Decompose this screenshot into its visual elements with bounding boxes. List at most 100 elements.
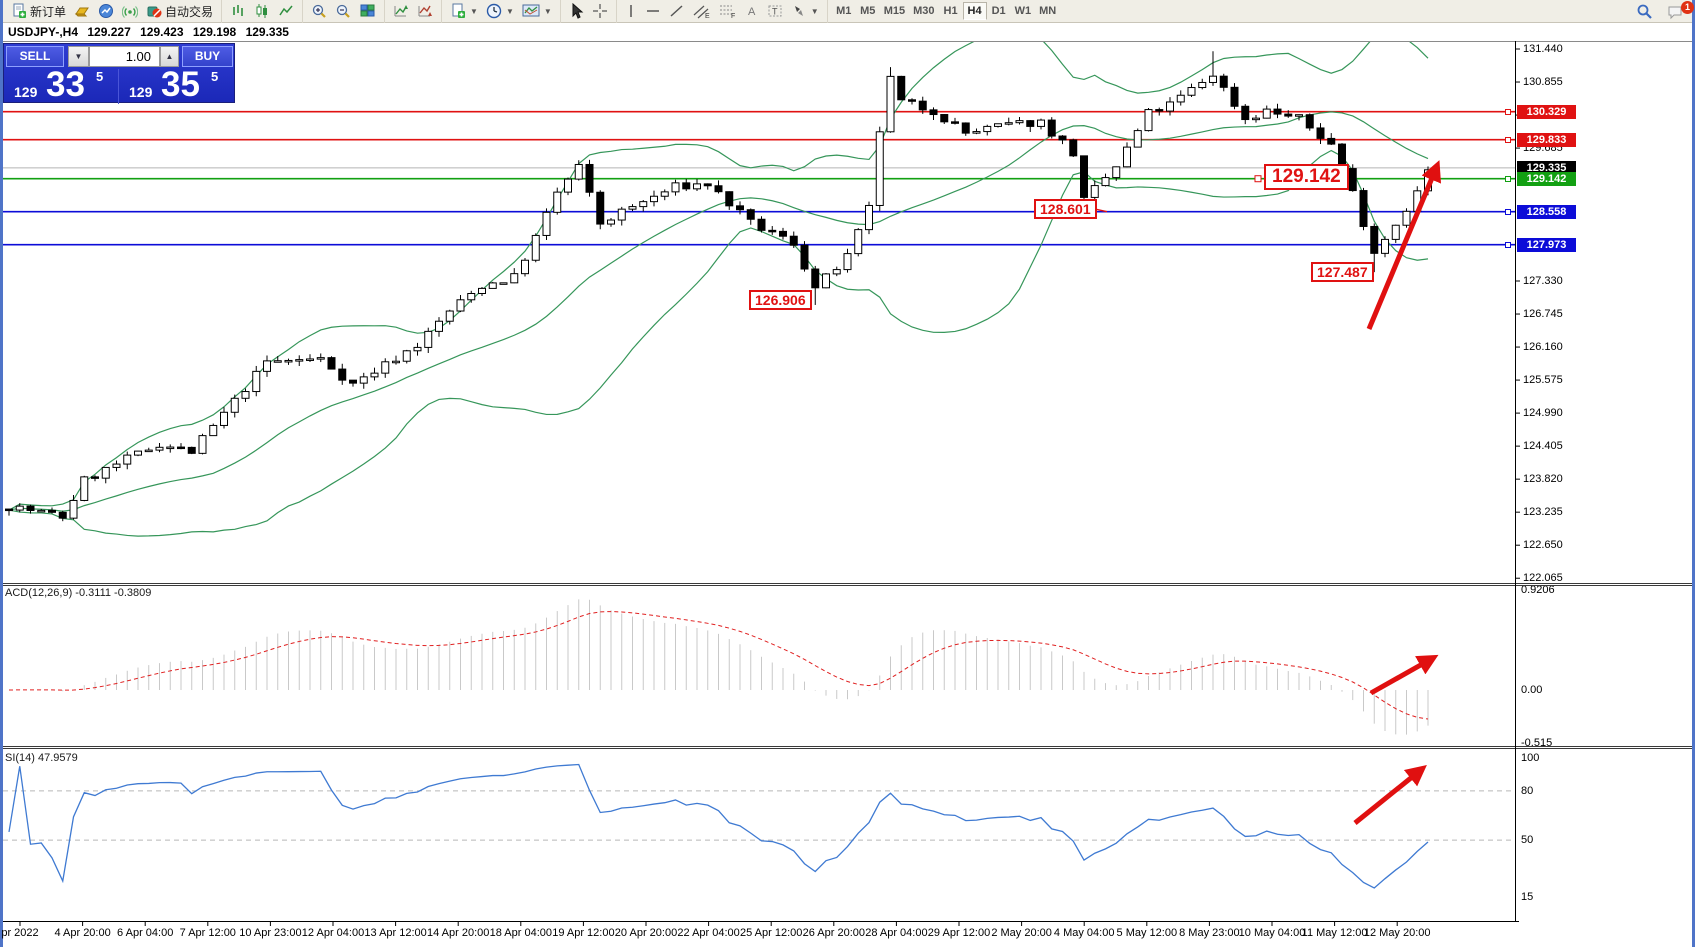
time-axis-label[interactable]: 19 Apr 12:00 (552, 927, 615, 939)
search-button[interactable] (1632, 2, 1657, 22)
line-handle[interactable] (1505, 108, 1511, 115)
arrows-tool-button[interactable]: ▼ (787, 1, 823, 21)
price-scale-label-129.833: 129.833 (1517, 132, 1576, 147)
chevron-down-icon[interactable]: ▼ (543, 6, 552, 16)
clock-icon (486, 3, 502, 19)
time-axis-label[interactable]: 11 May 12:00 (1301, 927, 1368, 939)
zoom-group (302, 0, 384, 23)
time-axis-label[interactable]: 29 Apr 12:00 (927, 927, 991, 939)
time-axis-label[interactable]: 22 Apr 04:00 (677, 927, 740, 939)
svg-text:A: A (748, 6, 756, 18)
crosshair-button[interactable] (588, 1, 612, 21)
time-axis-label[interactable]: 14 Apr 20:00 (426, 927, 490, 939)
timeframe-M15[interactable]: M15 (883, 5, 906, 17)
bar-chart-button[interactable] (226, 1, 250, 21)
new-chart-window-button[interactable] (389, 1, 413, 21)
time-axis-label[interactable]: 8 May 23:00 (1179, 927, 1240, 939)
period-button[interactable]: ▼ (482, 1, 518, 21)
chart-canvas[interactable] (3, 0, 1692, 947)
line-handle[interactable] (1505, 136, 1511, 143)
cursor-icon (572, 3, 584, 19)
time-axis-label[interactable]: 10 May 04:00 (1238, 927, 1306, 939)
zoom-in-button[interactable] (307, 1, 331, 21)
volume-input[interactable]: 1.00 (89, 46, 160, 67)
price-annotation[interactable]: 127.487 (1311, 262, 1374, 282)
timeframe-MN[interactable]: MN (1039, 5, 1057, 17)
line-chart-button[interactable] (274, 1, 298, 21)
line-handle[interactable] (1505, 241, 1511, 248)
horizontal-line-button[interactable] (641, 1, 665, 21)
signals-button[interactable] (118, 1, 142, 21)
text-label-button[interactable]: T (763, 1, 787, 21)
time-axis-label[interactable]: 18 Apr 04:00 (489, 927, 552, 939)
tile-windows-button[interactable] (355, 1, 380, 21)
timeframe-D1[interactable]: D1 (991, 5, 1006, 17)
bollinger-bands (8, 42, 1429, 537)
timeframe-M30[interactable]: M30 (913, 5, 935, 17)
time-axis-label[interactable]: 12 May 20:00 (1363, 927, 1431, 939)
time-axis-label[interactable]: pr 2022 (1, 927, 39, 939)
svg-text:F: F (731, 13, 735, 19)
rsi-scale-label: 100 (1521, 752, 1540, 764)
time-axis-label[interactable]: 10 Apr 23:00 (239, 927, 302, 939)
time-axis-label[interactable]: 4 May 04:00 (1053, 927, 1115, 939)
time-axis-label[interactable]: 4 Apr 20:00 (54, 927, 111, 939)
timeframe-W1[interactable]: W1 (1014, 5, 1032, 17)
trend-arrow[interactable] (1369, 654, 1439, 696)
line-handle[interactable] (1505, 208, 1511, 215)
buy-button[interactable]: BUY (182, 46, 233, 67)
trend-arrow[interactable] (1353, 765, 1427, 825)
market-button[interactable] (94, 1, 118, 21)
main-toolbar: 新订单 (3, 0, 1694, 23)
fibonacci-button[interactable]: F (715, 1, 741, 21)
price-annotation[interactable]: 126.906 (749, 290, 812, 310)
time-axis-label[interactable]: 2 May 20:00 (991, 927, 1052, 939)
volume-increase-button[interactable]: ▲ (160, 46, 179, 67)
timeframe-M5[interactable]: M5 (860, 5, 876, 17)
sell-button[interactable]: SELL (6, 46, 64, 67)
trendline-button[interactable] (665, 1, 689, 21)
time-axis-label[interactable]: 13 Apr 12:00 (364, 927, 427, 939)
candlestick-chart-button[interactable] (250, 1, 274, 21)
timeframe-M1[interactable]: M1 (836, 5, 852, 17)
timeframe-H1[interactable]: H1 (943, 5, 958, 17)
search-icon (1637, 4, 1652, 19)
zoom-out-button[interactable] (331, 1, 355, 21)
profiles-icon (418, 5, 433, 17)
chevron-down-icon[interactable]: ▼ (470, 6, 478, 16)
time-axis-label[interactable]: 6 Apr 04:00 (117, 927, 174, 939)
chevron-down-icon[interactable]: ▼ (810, 6, 819, 16)
time-axis-label[interactable]: 28 Apr 04:00 (865, 927, 928, 939)
time-axis-label[interactable]: 7 Apr 12:00 (179, 927, 236, 939)
price-annotation[interactable]: 128.601 (1034, 199, 1097, 219)
volume-decrease-button[interactable]: ▼ (68, 46, 89, 67)
time-axis-label[interactable]: 5 May 12:00 (1116, 927, 1178, 939)
time-axis-label[interactable]: 12 Apr 04:00 (301, 927, 365, 939)
equidistant-channel-button[interactable]: E (689, 1, 715, 21)
sell-price[interactable]: 129 33 5 (4, 65, 119, 104)
line-handle[interactable] (1505, 175, 1511, 182)
notifications-button[interactable]: 1 (1663, 0, 1694, 22)
new-order-button[interactable]: 新订单 (7, 1, 70, 21)
channel-icon: E (693, 5, 710, 19)
time-axis-label[interactable]: 20 Apr 20:00 (614, 927, 678, 939)
auto-trading-button[interactable]: 自动交易 (142, 1, 217, 21)
trend-arrow[interactable] (1366, 160, 1442, 330)
price-axis-tick: 124.405 (1523, 440, 1563, 453)
time-axis-label[interactable]: 26 Apr 20:00 (802, 927, 865, 939)
vertical-line-button[interactable] (621, 1, 641, 21)
add-indicator-button[interactable]: ▼ (446, 1, 482, 21)
new-order-icon (13, 3, 26, 18)
text-button[interactable]: A (741, 1, 763, 21)
cursor-button[interactable] (565, 1, 588, 21)
template-button[interactable]: ▼ (518, 1, 556, 21)
timeframe-H4[interactable]: H4 (962, 2, 987, 20)
profiles-button[interactable] (413, 1, 437, 21)
time-axis-label[interactable]: 25 Apr 12:00 (739, 927, 803, 939)
history-button[interactable] (70, 1, 94, 21)
chevron-down-icon[interactable]: ▼ (505, 6, 514, 16)
price-scale-label-129.335: 129.335 (1517, 160, 1576, 175)
price-annotation[interactable]: 129.142 (1264, 164, 1349, 190)
buy-price[interactable]: 129 35 5 (119, 65, 234, 104)
horizontal-line-icon (646, 10, 659, 12)
